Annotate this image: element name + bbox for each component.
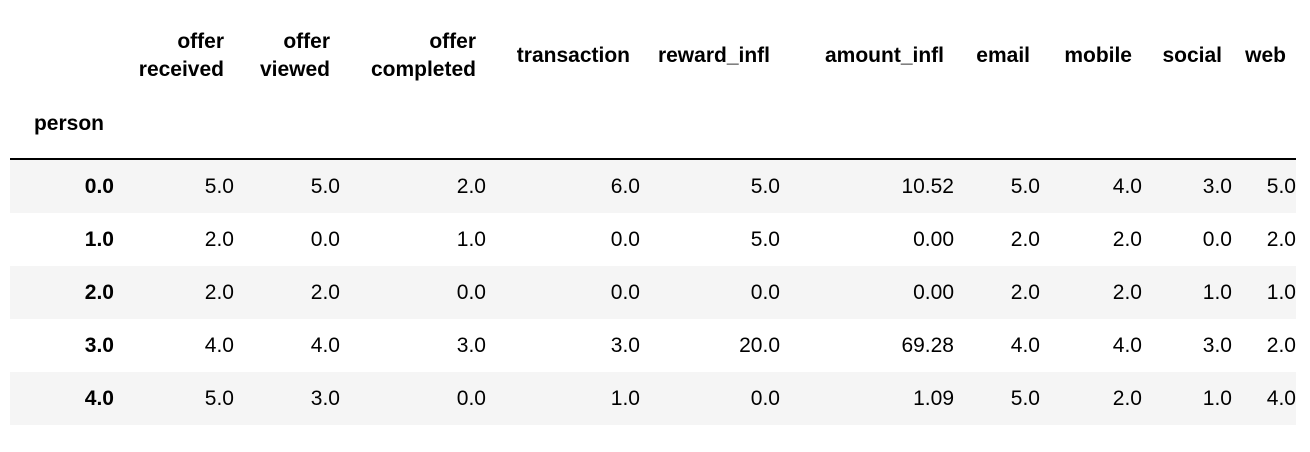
table-cell: 3.0: [310, 386, 340, 410]
index-name: person: [10, 90, 114, 160]
table-row: 1.0 2.0 0.0 1.0 0.0 5.0 0.00 2.0 2.0 0.0…: [10, 213, 1296, 266]
table-cell: 5.0: [204, 174, 234, 198]
table-row: 2.0 2.0 2.0 0.0 0.0 0.0 0.00 2.0 2.0 1.0…: [10, 266, 1296, 319]
table-cell: 2.0: [1112, 386, 1142, 410]
table-cell: 0.00: [913, 280, 954, 304]
table-cell: 0.00: [913, 227, 954, 251]
column-header: transaction: [516, 44, 630, 67]
column-header: web: [1245, 44, 1286, 67]
row-index: 4.0: [84, 386, 114, 410]
table-body: 0.0 5.0 5.0 2.0 6.0 5.0 10.52 5.0 4.0 3.…: [10, 159, 1296, 425]
table-cell: 0.0: [456, 386, 486, 410]
column-header: offer completed: [370, 30, 476, 81]
dataframe-table: offer received offer viewed offer completed…: [10, 22, 1296, 425]
table-cell: 2.0: [1010, 227, 1040, 251]
table-cell: 5.0: [750, 174, 780, 198]
column-header: reward_infl: [657, 44, 770, 67]
column-header: amount_infl: [825, 44, 944, 67]
table-row: 4.0 5.0 3.0 0.0 1.0 0.0 1.09 5.0 2.0 1.0…: [10, 372, 1296, 425]
table-cell: 5.0: [750, 227, 780, 251]
table-cell: 0.0: [750, 280, 780, 304]
table-cell: 3.0: [610, 333, 640, 357]
table-cell: 5.0: [1266, 174, 1296, 198]
table-cell: 2.0: [204, 280, 234, 304]
table-cell: 2.0: [1112, 280, 1142, 304]
table-cell: 5.0: [1010, 386, 1040, 410]
table-cell: 5.0: [1010, 174, 1040, 198]
table-cell: 4.0: [1010, 333, 1040, 357]
index-name-row: person: [10, 90, 1296, 160]
table-cell: 4.0: [1266, 386, 1296, 410]
table-cell: 0.0: [610, 280, 640, 304]
table-cell: 69.28: [901, 333, 954, 357]
table-cell: 3.0: [456, 333, 486, 357]
table-cell: 1.09: [913, 386, 954, 410]
table-cell: 2.0: [310, 280, 340, 304]
column-header: offer received: [138, 30, 224, 81]
table-cell: 2.0: [1010, 280, 1040, 304]
table-cell: 4.0: [1112, 174, 1142, 198]
table-cell: 0.0: [456, 280, 486, 304]
table-cell: 20.0: [739, 333, 780, 357]
table-cell: 1.0: [610, 386, 640, 410]
column-header: email: [976, 44, 1030, 67]
table-cell: 6.0: [610, 174, 640, 198]
row-index: 3.0: [84, 333, 114, 357]
table-cell: 2.0: [1266, 333, 1296, 357]
table-cell: 10.52: [901, 174, 954, 198]
column-header: offer viewed: [259, 30, 330, 81]
table-cell: 2.0: [1266, 227, 1296, 251]
table-cell: 2.0: [204, 227, 234, 251]
table-cell: 0.0: [750, 386, 780, 410]
table-cell: 4.0: [1112, 333, 1142, 357]
table-cell: 2.0: [456, 174, 486, 198]
row-index: 0.0: [84, 174, 114, 198]
table-cell: 3.0: [1202, 174, 1232, 198]
row-index: 1.0: [84, 227, 114, 251]
corner-cell: [10, 22, 114, 90]
column-header: mobile: [1064, 44, 1132, 67]
table-cell: 4.0: [310, 333, 340, 357]
table-cell: 3.0: [1202, 333, 1232, 357]
table-cell: 1.0: [456, 227, 486, 251]
table-cell: 2.0: [1112, 227, 1142, 251]
table-cell: 5.0: [310, 174, 340, 198]
table-cell: 0.0: [310, 227, 340, 251]
table-cell: 1.0: [1266, 280, 1296, 304]
table-row: 0.0 5.0 5.0 2.0 6.0 5.0 10.52 5.0 4.0 3.…: [10, 159, 1296, 213]
column-header-row: offer received offer viewed offer completed…: [10, 22, 1296, 90]
table-cell: 0.0: [610, 227, 640, 251]
table-cell: 5.0: [204, 386, 234, 410]
row-index: 2.0: [84, 280, 114, 304]
column-header: social: [1162, 44, 1222, 67]
table-cell: 1.0: [1202, 280, 1232, 304]
table-cell: 1.0: [1202, 386, 1232, 410]
table-cell: 4.0: [204, 333, 234, 357]
table-row: 3.0 4.0 4.0 3.0 3.0 20.0 69.28 4.0 4.0 3…: [10, 319, 1296, 372]
table-cell: 0.0: [1202, 227, 1232, 251]
